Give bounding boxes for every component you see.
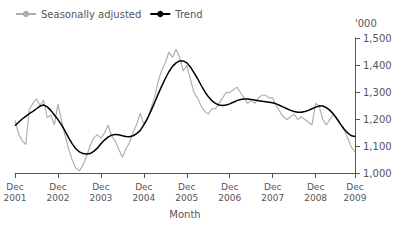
svg-text:1,100: 1,100	[363, 141, 392, 152]
svg-text:2008: 2008	[304, 193, 327, 203]
svg-text:Dec: Dec	[346, 182, 363, 192]
svg-text:Trend: Trend	[174, 9, 202, 20]
svg-text:2006: 2006	[218, 193, 241, 203]
svg-text:2002: 2002	[46, 193, 69, 203]
svg-text:Dec: Dec	[307, 182, 324, 192]
svg-text:2005: 2005	[175, 193, 198, 203]
svg-text:Seasonally adjusted: Seasonally adjusted	[41, 9, 141, 20]
svg-text:1,400: 1,400	[363, 60, 392, 71]
svg-text:1,200: 1,200	[363, 114, 392, 125]
svg-text:Dec: Dec	[221, 182, 238, 192]
svg-text:Dec: Dec	[135, 182, 152, 192]
svg-text:Dec: Dec	[264, 182, 281, 192]
svg-text:2009: 2009	[344, 193, 367, 203]
svg-text:Dec: Dec	[6, 182, 23, 192]
svg-text:2001: 2001	[4, 193, 27, 203]
svg-text:Dec: Dec	[92, 182, 109, 192]
svg-text:Dec: Dec	[49, 182, 66, 192]
svg-text:1,300: 1,300	[363, 87, 392, 98]
svg-text:2007: 2007	[261, 193, 284, 203]
svg-text:Month: Month	[169, 209, 200, 220]
svg-text:Dec: Dec	[178, 182, 195, 192]
svg-text:1,000: 1,000	[363, 168, 392, 179]
svg-text:'000: '000	[355, 18, 377, 29]
svg-text:1,500: 1,500	[363, 33, 392, 44]
svg-text:2004: 2004	[132, 193, 155, 203]
svg-text:2003: 2003	[89, 193, 112, 203]
